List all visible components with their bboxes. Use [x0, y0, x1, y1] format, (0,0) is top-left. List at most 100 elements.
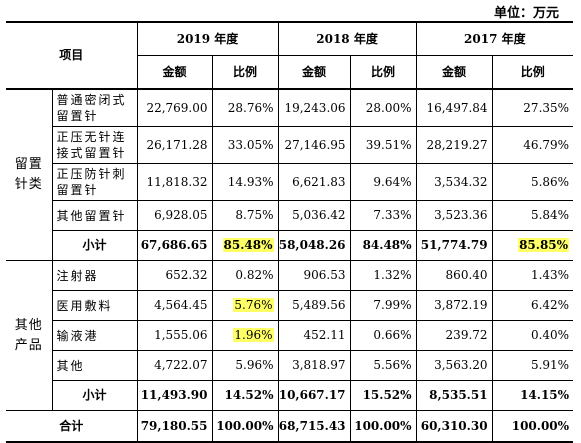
amount-cell: 3,872.19: [415, 290, 493, 321]
amount-cell: 28,219.27: [415, 126, 493, 164]
table-row: 输液港 1,555.06 1.96% 452.11 0.66% 239.72 0.40%: [6, 320, 574, 351]
subtotal-ratio: 85.85%: [491, 230, 574, 261]
ratio-cell: 0.40%: [491, 320, 574, 351]
ratio-cell: 5.84%: [491, 200, 574, 231]
subtotal-amount: 8,535.51: [415, 380, 493, 411]
subtotal-amount: 67,686.65: [136, 230, 213, 261]
total-label: 合计: [6, 410, 138, 443]
subtotal-amount: 58,048.26: [277, 230, 351, 261]
total-ratio: 100.00%: [349, 410, 417, 443]
item-name: 其他: [51, 350, 138, 381]
header-ratio: 比例: [349, 55, 417, 90]
amount-cell: 27,146.95: [277, 126, 351, 164]
total-ratio: 100.00%: [491, 410, 574, 443]
category-cell: 留置 针类: [6, 88, 53, 261]
subtotal-ratio: 85.48%: [211, 230, 279, 261]
amount-cell: 6,621.83: [277, 163, 351, 201]
subtotal-ratio: 15.52%: [349, 380, 417, 411]
unit-label: 单位：万元: [493, 6, 559, 21]
item-name: 正压无针连接式留置针: [51, 126, 138, 164]
item-name: 医用敷料: [51, 290, 138, 321]
ratio-cell: 8.75%: [211, 200, 279, 231]
ratio-cell: 9.64%: [349, 163, 417, 201]
highlighted-value: 1.96%: [233, 328, 274, 342]
ratio-cell: 5.96%: [211, 350, 279, 381]
ratio-cell: 46.79%: [491, 126, 574, 164]
category-cell: 其他 产品: [6, 260, 53, 411]
total-amount: 60,310.30: [415, 410, 493, 443]
amount-cell: 3,534.32: [415, 163, 493, 201]
item-name: 其他留置针: [51, 200, 138, 231]
table-body: 留置 针类 普通密闭式留置针 22,769.00 28.76% 19,243.06 28.…: [6, 88, 574, 443]
subtotal-row: 小计 11,493.90 14.52% 10,667.17 15.52% 8,535.51…: [6, 380, 574, 411]
header-year-2018: 2018 年度: [277, 21, 417, 56]
highlighted-value: 85.48%: [222, 238, 274, 252]
total-amount: 79,180.55: [136, 410, 213, 443]
ratio-cell: 1.43%: [491, 260, 574, 291]
amount-cell: 860.40: [415, 260, 493, 291]
amount-cell: 3,818.97: [277, 350, 351, 381]
ratio-cell: 0.66%: [349, 320, 417, 351]
header-amount: 金额: [415, 55, 493, 90]
amount-cell: 652.32: [136, 260, 213, 291]
revenue-table: 项目 2019 年度 2018 年度 2017 年度 金额 比例 金额 比例 金…: [6, 21, 574, 443]
ratio-cell: 5.86%: [491, 163, 574, 201]
amount-cell: 5,036.42: [277, 200, 351, 231]
table-row: 正压无针连接式留置针 26,171.28 33.05% 27,146.95 39.51%…: [6, 126, 574, 164]
table-row: 正压防针刺留置针 11,818.32 14.93% 6,621.83 9.64% 3,53…: [6, 163, 574, 201]
ratio-cell: 0.82%: [211, 260, 279, 291]
ratio-cell: 39.51%: [349, 126, 417, 164]
amount-cell: 3,523.36: [415, 200, 493, 231]
total-ratio: 100.00%: [211, 410, 279, 443]
item-name: 注射器: [51, 260, 138, 291]
item-name: 正压防针刺留置针: [51, 163, 138, 201]
header-ratio: 比例: [211, 55, 279, 90]
ratio-cell: 14.93%: [211, 163, 279, 201]
header-row-years: 项目 2019 年度 2018 年度 2017 年度: [6, 21, 574, 90]
amount-cell: 26,171.28: [136, 126, 213, 164]
amount-cell: 1,555.06: [136, 320, 213, 351]
header-ratio: 比例: [491, 55, 574, 90]
subtotal-amount: 51,774.79: [415, 230, 493, 261]
ratio-cell: 28.00%: [349, 88, 417, 127]
amount-cell: 5,489.56: [277, 290, 351, 321]
total-row: 合计 79,180.55 100.00% 68,715.43 100.00% 60,310…: [6, 410, 574, 443]
ratio-cell: 1.96%: [211, 320, 279, 351]
ratio-cell: 7.33%: [349, 200, 417, 231]
amount-cell: 906.53: [277, 260, 351, 291]
ratio-cell: 5.76%: [211, 290, 279, 321]
subtotal-ratio: 84.48%: [349, 230, 417, 261]
ratio-cell: 27.35%: [491, 88, 574, 127]
table-row: 其他留置针 6,928.05 8.75% 5,036.42 7.33% 3,523.36 5…: [6, 200, 574, 231]
table-row: 其他 4,722.07 5.96% 3,818.97 5.56% 3,563.20 5.91…: [6, 350, 574, 381]
ratio-cell: 6.42%: [491, 290, 574, 321]
amount-cell: 11,818.32: [136, 163, 213, 201]
item-name: 输液港: [51, 320, 138, 351]
header-amount: 金额: [277, 55, 351, 90]
header-amount: 金额: [136, 55, 213, 90]
table-row: 其他 产品 注射器 652.32 0.82% 906.53 1.32% 860.40 1.43…: [6, 260, 574, 411]
amount-cell: 6,928.05: [136, 200, 213, 231]
ratio-cell: 33.05%: [211, 126, 279, 164]
header-row-columns: 金额 比例 金额 比例 金额 比例: [6, 55, 574, 90]
ratio-cell: 28.76%: [211, 88, 279, 127]
ratio-cell: 1.32%: [349, 260, 417, 291]
table-row: 医用敷料 4,564.45 5.76% 5,489.56 7.99% 3,872.19 6.…: [6, 290, 574, 321]
subtotal-label: 小计: [51, 380, 138, 411]
amount-cell: 16,497.84: [415, 88, 493, 127]
subtotal-ratio: 14.52%: [211, 380, 279, 411]
highlighted-value: 85.85%: [518, 238, 570, 252]
ratio-cell: 7.99%: [349, 290, 417, 321]
amount-cell: 239.72: [415, 320, 493, 351]
subtotal-ratio: 14.15%: [491, 380, 574, 411]
table-row: 留置 针类 普通密闭式留置针 22,769.00 28.76% 19,243.06 28.…: [6, 88, 574, 261]
amount-cell: 4,564.45: [136, 290, 213, 321]
amount-cell: 3,563.20: [415, 350, 493, 381]
header-year-2019: 2019 年度: [136, 21, 279, 56]
ratio-cell: 5.91%: [491, 350, 574, 381]
highlighted-value: 5.76%: [233, 298, 274, 312]
item-name: 普通密闭式留置针: [51, 88, 138, 127]
subtotal-amount: 11,493.90: [136, 380, 213, 411]
subtotal-row: 小计 67,686.65 85.48% 58,048.26 84.48% 51,774.7…: [6, 230, 574, 261]
subtotal-amount: 10,667.17: [277, 380, 351, 411]
